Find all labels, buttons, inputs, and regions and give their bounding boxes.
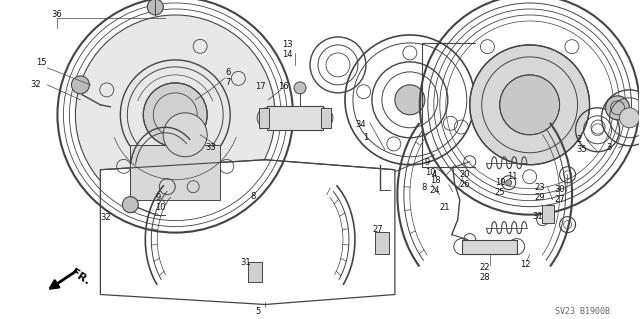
Text: 19: 19 (495, 178, 505, 187)
Circle shape (620, 108, 639, 128)
Text: 11: 11 (507, 172, 517, 181)
Circle shape (395, 85, 425, 115)
Text: 27: 27 (372, 225, 383, 234)
Text: 5: 5 (255, 308, 260, 316)
Circle shape (313, 108, 333, 128)
Text: 16: 16 (278, 82, 289, 91)
Text: 6: 6 (225, 68, 230, 77)
Bar (541, 205, 554, 223)
Text: 12: 12 (520, 260, 530, 269)
Circle shape (163, 113, 207, 157)
Text: 32: 32 (100, 213, 111, 222)
Circle shape (147, 0, 163, 15)
Bar (131, 145, 220, 200)
Text: 3: 3 (607, 143, 612, 152)
Bar (375, 232, 389, 254)
Text: 1: 1 (363, 133, 368, 142)
Text: 20: 20 (460, 170, 470, 179)
Bar (248, 262, 262, 282)
Text: SV23 B1900B: SV23 B1900B (555, 308, 610, 316)
Text: FR.: FR. (68, 268, 91, 287)
Circle shape (500, 75, 559, 135)
Text: 25: 25 (495, 188, 505, 197)
Text: 8: 8 (422, 183, 428, 192)
Circle shape (76, 15, 275, 215)
Text: 32: 32 (31, 80, 41, 89)
Text: 24: 24 (430, 186, 440, 195)
Circle shape (143, 83, 207, 147)
Circle shape (470, 45, 589, 165)
Text: 9: 9 (425, 158, 430, 167)
Text: 2: 2 (577, 135, 582, 144)
Text: 27: 27 (555, 195, 565, 204)
Text: 4: 4 (432, 170, 437, 179)
Text: 29: 29 (534, 193, 545, 202)
Text: 9: 9 (156, 193, 161, 202)
Text: 22: 22 (480, 263, 490, 271)
Polygon shape (100, 160, 395, 305)
Text: 30: 30 (555, 185, 565, 194)
Text: 26: 26 (460, 180, 470, 189)
Circle shape (122, 197, 138, 213)
Text: 36: 36 (51, 10, 62, 19)
Text: 23: 23 (534, 183, 545, 192)
Bar (462, 240, 516, 254)
Circle shape (605, 96, 630, 120)
Text: 31: 31 (240, 257, 251, 267)
Text: 10: 10 (425, 168, 435, 177)
Text: 8: 8 (250, 192, 255, 201)
Text: 21: 21 (440, 203, 451, 212)
Text: 14: 14 (282, 50, 292, 59)
Text: 13: 13 (282, 40, 292, 49)
Circle shape (257, 108, 277, 128)
Text: 10: 10 (156, 203, 166, 212)
Text: 28: 28 (480, 272, 490, 282)
Text: 17: 17 (255, 82, 266, 91)
Circle shape (506, 180, 512, 186)
Text: 33: 33 (205, 143, 216, 152)
Text: 7: 7 (225, 78, 230, 87)
Text: 34: 34 (355, 120, 365, 129)
Text: 18: 18 (430, 176, 440, 185)
Bar (267, 106, 323, 130)
Text: 15: 15 (36, 58, 47, 67)
Circle shape (72, 76, 90, 94)
Bar (259, 108, 269, 128)
Bar (321, 108, 331, 128)
Text: 31: 31 (532, 211, 543, 221)
Text: 35: 35 (577, 145, 587, 154)
Circle shape (294, 82, 306, 94)
